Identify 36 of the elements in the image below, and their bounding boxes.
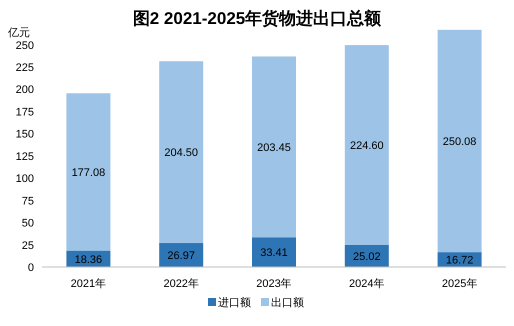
- data-label: 16.72: [446, 254, 474, 267]
- data-label: 177.08: [72, 166, 106, 179]
- data-label: 203.45: [257, 142, 291, 154]
- bar: [159, 61, 204, 244]
- y-tick-label: 100: [16, 173, 34, 186]
- data-label: 204.50: [164, 147, 198, 160]
- bar: [344, 45, 389, 245]
- y-tick-label: 75: [22, 195, 34, 208]
- bar: [252, 56, 296, 238]
- y-tick-label: 150: [16, 128, 34, 141]
- y-tick-label: 25: [22, 240, 34, 252]
- data-label: 26.97: [167, 250, 195, 262]
- x-tick-label: 2022年: [163, 278, 199, 290]
- y-tick-label: 175: [16, 106, 34, 118]
- x-tick-label: 2023年: [256, 278, 292, 290]
- y-axis-title: 亿元: [7, 27, 30, 39]
- y-tick-label: 225: [16, 62, 34, 74]
- legend-label: 出口额: [271, 296, 304, 309]
- chart-title: 图2 2021-2025年货物进出口总额: [132, 9, 382, 28]
- x-tick-label: 2025年: [442, 278, 478, 290]
- data-label: 25.02: [353, 250, 381, 263]
- x-tick-label: 2024年: [349, 278, 385, 290]
- bar: [66, 93, 110, 251]
- legend-label: 进口额: [218, 296, 251, 309]
- y-tick-label: 250: [16, 40, 34, 52]
- data-label: 33.41: [260, 247, 288, 260]
- data-label: 250.08: [442, 136, 476, 148]
- y-tick-label: 125: [16, 150, 34, 163]
- y-tick-label: 0: [28, 262, 34, 274]
- bar: [438, 30, 482, 252]
- data-label: 224.60: [350, 140, 384, 152]
- x-tick-label: 2021年: [70, 278, 106, 290]
- y-tick-label: 50: [22, 218, 34, 230]
- data-label: 18.36: [74, 254, 102, 266]
- y-tick-label: 200: [16, 84, 34, 96]
- bar: [252, 237, 296, 267]
